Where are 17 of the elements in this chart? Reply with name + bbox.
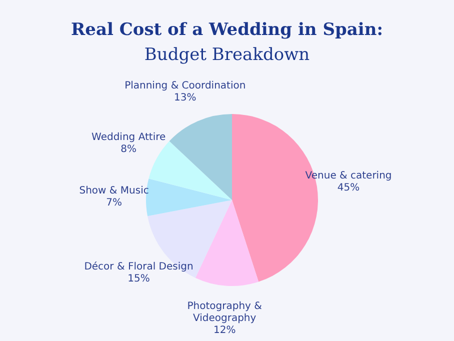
pie-slice [148, 141, 232, 200]
data-label: 7% [106, 197, 122, 208]
slice-label: Planning & Coordination [124, 80, 246, 92]
data-label: 12% [213, 324, 236, 336]
slice-label: Wedding Attire [92, 132, 166, 144]
slice-label: Photography & Videography [187, 300, 262, 324]
chart-subtitle: Budget Breakdown [143, 45, 311, 65]
chart-title: Real Cost of a Wedding in Spain: [70, 20, 384, 40]
data-label: 45% [337, 182, 360, 194]
data-label: 8% [120, 144, 137, 156]
data-label: 13% [174, 92, 196, 104]
pie-slice [195, 200, 259, 286]
slice-label: Venue & catering [305, 170, 392, 182]
data-label: 15% [128, 273, 150, 284]
pie-slice [169, 114, 232, 200]
slice-label: Show & Music [79, 185, 149, 196]
slice-label: Décor & Floral Design [84, 261, 194, 272]
